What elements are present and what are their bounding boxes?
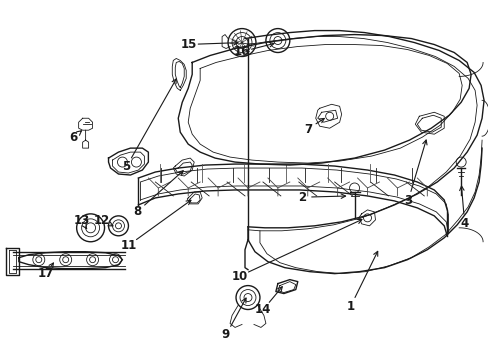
Text: 10: 10 [231, 270, 247, 283]
Text: 15: 15 [180, 38, 196, 51]
Text: 14: 14 [254, 303, 271, 316]
Text: 11: 11 [120, 239, 137, 252]
Text: 17: 17 [38, 267, 54, 280]
Text: 4: 4 [460, 217, 468, 230]
Text: 2: 2 [297, 191, 305, 204]
Text: 3: 3 [403, 194, 411, 207]
Text: 7: 7 [303, 122, 311, 136]
Text: 5: 5 [122, 160, 130, 173]
Text: 8: 8 [133, 205, 141, 218]
Text: 6: 6 [69, 131, 77, 144]
Text: 1: 1 [346, 300, 354, 313]
Text: 16: 16 [233, 45, 250, 58]
Text: 13: 13 [73, 214, 89, 227]
Text: 12: 12 [94, 214, 110, 227]
Text: 9: 9 [222, 328, 230, 341]
